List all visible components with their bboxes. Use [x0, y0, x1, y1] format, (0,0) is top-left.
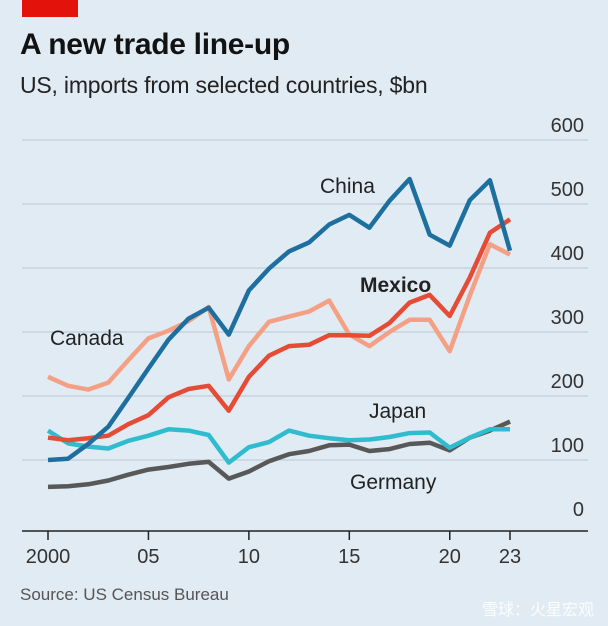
- series-label-china: China: [320, 175, 375, 198]
- x-tick-label-2000: 2000: [26, 546, 71, 568]
- series-label-japan: Japan: [369, 400, 426, 423]
- series-line-canada: [47, 242, 512, 392]
- watermark: 雪球：火星宏观: [481, 600, 594, 619]
- chart-subtitle: US, imports from selected countries, $bn: [20, 72, 428, 98]
- x-tick-label-2023: 23: [499, 546, 521, 568]
- y-tick-label-300: 300: [551, 307, 584, 329]
- series-line-japan: [46, 427, 510, 465]
- series-label-canada: Canada: [50, 327, 124, 350]
- y-tick-label-600: 600: [551, 115, 584, 137]
- brand-red-tag: [22, 0, 78, 17]
- y-tick-label-100: 100: [551, 435, 584, 457]
- series-label-germany: Germany: [350, 471, 437, 494]
- series-line-germany: [47, 419, 511, 490]
- y-tick-label-400: 400: [551, 243, 584, 265]
- y-tick-label-0: 0: [573, 499, 584, 521]
- x-tick-label-2005: 05: [137, 546, 159, 568]
- y-tick-label-500: 500: [551, 179, 584, 201]
- gridlines: [22, 139, 588, 461]
- series-label-mexico: Mexico: [360, 274, 431, 297]
- series-labels: Germany Japan Canada Mexico China: [50, 175, 437, 494]
- source-note: Source: US Census Bureau: [20, 585, 229, 604]
- x-tick-label-2020: 20: [439, 546, 461, 568]
- chart-title: A new trade line-up: [20, 28, 290, 61]
- series-line-china: [47, 176, 513, 463]
- y-axis-tick-labels: 0 100 200 300 400 500 600: [551, 115, 584, 521]
- x-axis-ticks: 2000 05 10 15 20 23: [26, 531, 521, 568]
- x-tick-label-2015: 15: [338, 546, 360, 568]
- series-line-mexico: [47, 217, 512, 443]
- y-tick-label-200: 200: [551, 371, 584, 393]
- x-tick-label-2010: 10: [238, 546, 260, 568]
- series-lines: [46, 176, 513, 490]
